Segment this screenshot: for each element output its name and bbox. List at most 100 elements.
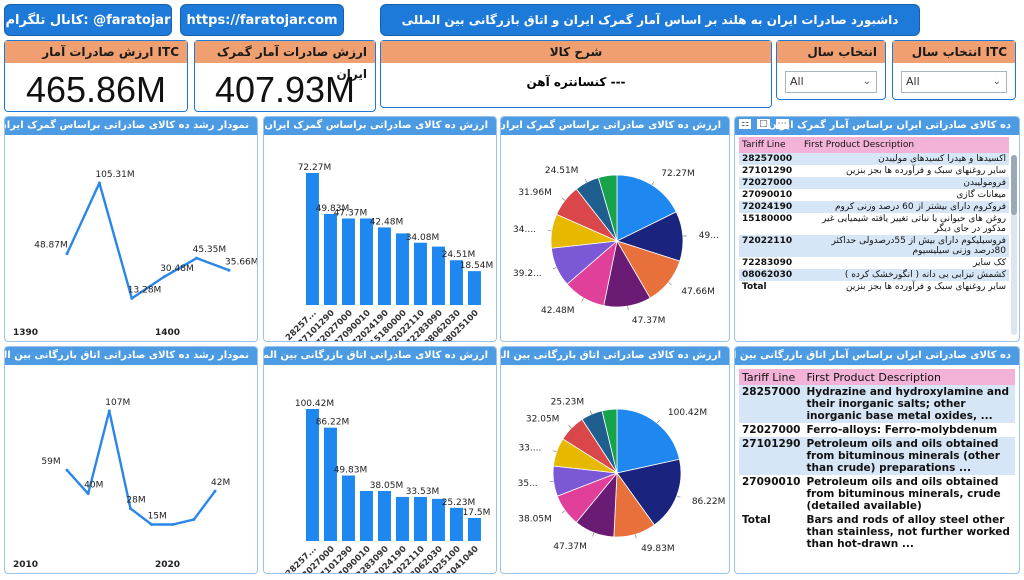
data-label: 34.08M <box>406 233 440 243</box>
product-description-cell: کک سایر <box>973 258 1006 268</box>
data-label: 49.83M <box>334 465 368 475</box>
data-label: 15M <box>148 511 167 521</box>
itc-top10-pie-chart: 100.42M 86.22M 49.83M 47.37M 38.05M 35... 33..… <box>518 397 726 553</box>
table-scrollbar[interactable] <box>1011 155 1017 335</box>
table-row[interactable]: 08062030 کشمش تیزابی بی دانه ( انگورخشک ک… <box>739 269 1009 281</box>
table-row[interactable]: 28257000 Hydrazine and hydroxylamine and … <box>739 385 1015 423</box>
data-label: 35.66M <box>225 257 257 267</box>
table-row[interactable]: 15180000 روغن های حیوانی یا نباتی تغییر ی… <box>739 213 1009 235</box>
focus-mode-icon[interactable]: □ <box>757 119 770 129</box>
customs-top10-bar-chart: 72.27M28257...49.83M2710129047.37M720270… <box>284 163 494 341</box>
data-label: 17.5M <box>463 508 491 518</box>
customs-top10-bar-chart-card: ارزش ده کالای صادراتی براساس گمرک ایران … <box>263 116 497 342</box>
data-point <box>192 518 196 522</box>
column-header-description[interactable]: First Product Description <box>803 369 1015 385</box>
tariff-line-cell: 15180000 <box>742 214 793 224</box>
leader-line <box>589 410 593 415</box>
customs-table-container: Tariff Line First Product Description 28… <box>739 137 1009 293</box>
data-label: 86.22M <box>316 418 350 428</box>
data-label: 24.51M <box>442 250 476 260</box>
telegram-channel-button[interactable]: کانال تلگرام: @faratojar <box>4 4 172 36</box>
leader-line <box>627 306 629 311</box>
website-link-button[interactable]: https://faratojar.com <box>180 4 344 36</box>
table-row[interactable]: 27090010 Petroleum oils and oils obtained… <box>739 475 1015 513</box>
leader-line <box>584 178 588 183</box>
data-label: 40M <box>84 481 103 491</box>
data-label: 18.54M <box>460 261 494 271</box>
product-description-card[interactable]: شرح کالا --- کنسانتره آهن <box>380 40 772 108</box>
leader-line <box>561 510 566 514</box>
tariff-line-cell: 28257000 <box>739 385 804 423</box>
data-label: 47.37M <box>553 542 587 552</box>
product-description-cell: فروسیلیکوم دارای بیش از 55درصدولی حداکثر… <box>801 235 1009 257</box>
column-header-tariff-line[interactable]: Tariff Line <box>739 369 804 385</box>
itc-top10-bar-chart: 100.42M28257...86.22M7202700049.83M27101… <box>284 399 491 573</box>
table-row[interactable]: 72283090 کک سایر <box>739 257 1009 269</box>
table-row[interactable]: 27101290 سایر روغنهای سبک و فرآورده ها بج… <box>739 165 1009 177</box>
data-label: 33.53M <box>406 487 440 497</box>
bar <box>468 271 481 305</box>
table-row[interactable]: 27090010 میعانات گازی <box>739 189 1009 201</box>
data-label: 31.96M <box>518 188 552 198</box>
table-total-row[interactable]: Total Bars and rods of alloy steel other … <box>739 513 1015 551</box>
year-select[interactable]: All ⌄ <box>785 71 877 93</box>
pie-slice <box>597 174 618 242</box>
product-description-cell: اکسیدها و هیدرا کسیدهای مولیبدن <box>801 153 1009 165</box>
product-description-value: --- کنسانتره آهن <box>526 75 626 89</box>
data-label: 38.05M <box>370 481 404 491</box>
leader-line <box>651 181 655 186</box>
itc-year-filter-card: انتخاب سال ITC All ⌄ <box>892 40 1016 100</box>
leader-line <box>561 197 566 201</box>
data-label: 35... <box>518 479 538 489</box>
chevron-down-icon: ⌄ <box>992 76 1001 87</box>
column-header-description[interactable]: First Product Description <box>801 137 1009 153</box>
itc-year-select[interactable]: All ⌄ <box>901 71 1007 93</box>
table-row[interactable]: 72022110 فروسیلیکوم دارای بیش از 55درصدول… <box>739 235 1009 257</box>
chart-title: ارزش ده کالای صادراتی اتاق بازرگانی بین … <box>264 347 496 365</box>
more-options-icon[interactable]: ⋯ <box>775 119 789 129</box>
itc-top10-table-card: ده کالای صادراتی ایران براساس آمار اتاق … <box>734 346 1020 574</box>
bar <box>324 427 337 541</box>
table-row[interactable]: 27101290 Petroleum oils and oils obtained… <box>739 437 1015 475</box>
data-label: 100.42M <box>668 408 707 418</box>
itc-export-value-label: ارزش صادرات آمار ITC <box>5 41 187 63</box>
customs-export-value: 407.93M <box>214 69 356 110</box>
x-tick-label: 2020 <box>155 560 180 570</box>
filter-icon[interactable]: ⚏ <box>739 119 752 129</box>
year-filter-label: انتخاب سال <box>777 41 885 63</box>
data-label: 32.05M <box>526 414 560 424</box>
tariff-line-cell: 72024190 <box>739 201 801 213</box>
chart-title: ارزش ده کالای صادراتی براساس گمرک ایران <box>264 117 496 135</box>
chart-title: نمودار رشد ده کالای صادراتی براساس گمرک … <box>5 117 257 135</box>
data-point <box>213 489 217 493</box>
table-total-row[interactable]: Total سایر روغنهای سبک و فرآورده ها بجز ب… <box>739 281 1009 293</box>
product-description-cell: Petroleum oils and oils obtained from bi… <box>806 476 1001 512</box>
bar <box>396 496 409 541</box>
itc-top10-pie-chart-card: ارزش ده کالای صادراتی اتاق بازرگانی بین … <box>500 346 730 574</box>
tariff-line-cell: 27090010 <box>742 476 801 488</box>
leader-line <box>568 425 572 429</box>
scrollbar-thumb[interactable] <box>1011 155 1017 215</box>
data-label: 39.2... <box>513 269 542 279</box>
leader-line <box>547 229 552 232</box>
itc-table-container: Tariff Line First Product Description 28… <box>739 369 1015 551</box>
column-header-tariff-line[interactable]: Tariff Line <box>739 137 801 153</box>
table-title: ده کالای صادراتی ایران براساس آمار اتاق … <box>735 347 1019 365</box>
pie-slice <box>601 408 618 474</box>
customs-export-value-card: ارزش صادرات آمار گمرک ایران 407.93M <box>194 40 376 112</box>
customs-growth-line-chart-card: نمودار رشد ده کالای صادراتی براساس گمرک … <box>4 116 258 342</box>
product-description-cell: کشمش تیزابی بی دانه ( انگورخشک کرده ) <box>801 269 1009 281</box>
tariff-line-cell: 72022110 <box>739 235 801 257</box>
table-row[interactable]: 72027000 Ferro-alloys: Ferro-molybdenum <box>739 423 1015 437</box>
product-description-cell: سایر روغنهای سبک و فرآورده ها بجز بنزین <box>846 282 1006 292</box>
pie-slice <box>616 458 682 526</box>
chart-title: ارزش ده کالای صادراتی براساس گمرک ایران <box>501 117 729 135</box>
data-label: 49... <box>699 231 719 241</box>
table-row[interactable]: 28257000 اکسیدها و هیدرا کسیدهای مولیبدن <box>739 153 1009 165</box>
bar <box>450 260 463 305</box>
tariff-line-cell: 27090010 <box>742 190 793 200</box>
bar <box>324 213 337 305</box>
leader-line <box>668 282 672 286</box>
table-row[interactable]: 72027000 فرومولیبدن <box>739 177 1009 189</box>
table-row[interactable]: 72024190 فروکروم دارای بیشتر از 60 درصد و… <box>739 201 1009 213</box>
